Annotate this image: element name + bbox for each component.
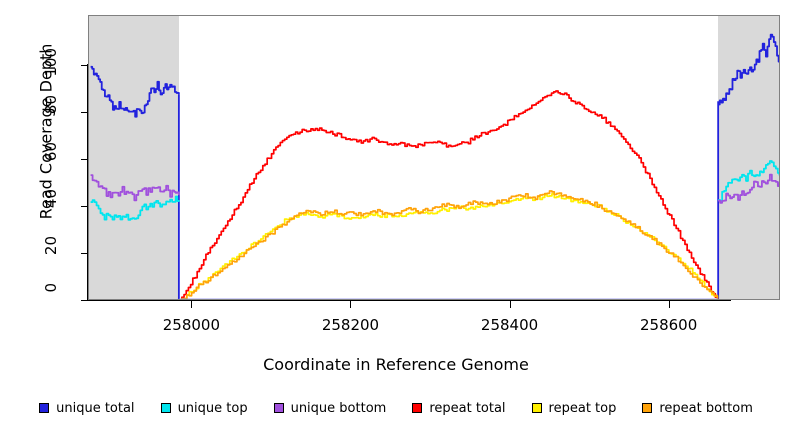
legend-item-unique-bottom[interactable]: unique bottom	[273, 400, 387, 416]
left-flank-unique-region	[89, 16, 179, 299]
x-tick-label: 258600	[640, 316, 698, 334]
legend-item-unique-total[interactable]: unique total	[39, 400, 135, 416]
y-tick-label: 80	[42, 95, 60, 115]
legend-label: unique bottom	[290, 400, 387, 416]
y-tick-label: 60	[42, 142, 60, 162]
y-tick: 60	[34, 142, 68, 167]
plot-area	[88, 15, 780, 300]
legend: unique total unique top unique bottom repea…	[0, 396, 792, 420]
y-tick-label: 0	[42, 283, 60, 293]
x-tick-mark	[509, 301, 511, 308]
y-tick-mark	[81, 159, 88, 160]
series-unique-total	[90, 33, 779, 299]
legend-label: repeat top	[548, 400, 617, 416]
coverage-traces	[90, 33, 779, 299]
x-axis-line	[88, 300, 731, 301]
x-tick-label: 258200	[321, 316, 380, 334]
y-tick: 20	[34, 236, 68, 261]
y-tick-label: 40	[42, 189, 60, 209]
legend-label: unique total	[56, 400, 135, 416]
x-axis-title: Coordinate in Reference Genome	[263, 355, 529, 374]
right-flank-unique-region	[718, 16, 779, 299]
legend-item-repeat-bottom[interactable]: repeat bottom	[642, 401, 753, 416]
x-tick-mark	[350, 301, 352, 308]
legend-swatch-icon	[412, 403, 423, 413]
legend-item-unique-top[interactable]: unique top	[160, 400, 248, 416]
legend-swatch-icon	[531, 403, 542, 413]
y-tick: 40	[34, 189, 68, 214]
x-tick-label: 258400	[480, 316, 539, 334]
y-axis-line	[87, 64, 88, 301]
y-tick-label: 100	[42, 48, 60, 77]
x-tick-mark	[191, 301, 193, 308]
y-tick-label: 20	[42, 236, 60, 256]
legend-swatch-icon	[39, 403, 50, 413]
legend-swatch-icon	[273, 403, 284, 413]
series-unique-top	[90, 160, 779, 221]
legend-label: repeat total	[429, 400, 506, 416]
y-tick-mark	[81, 206, 88, 207]
y-tick-mark	[81, 65, 88, 66]
legend-swatch-icon	[160, 403, 171, 413]
series-unique-bottom	[90, 173, 779, 204]
series-repeat-total	[181, 90, 719, 299]
legend-label: unique top	[177, 400, 248, 416]
legend-swatch-icon	[642, 403, 653, 413]
y-tick: 100	[34, 48, 68, 77]
y-tick: 0	[34, 283, 68, 308]
y-tick-mark	[81, 112, 88, 113]
legend-item-repeat-total[interactable]: repeat total	[412, 400, 506, 416]
legend-item-repeat-top[interactable]: repeat top	[531, 400, 617, 416]
y-tick-mark	[81, 300, 88, 301]
legend-label: repeat bottom	[659, 400, 753, 416]
series-repeat-top	[181, 192, 719, 299]
x-tick-label: 258000	[162, 316, 221, 334]
x-tick-mark	[668, 301, 670, 308]
series-repeat-bottom	[181, 190, 719, 299]
y-tick-mark	[81, 253, 88, 254]
y-tick: 80	[34, 95, 68, 120]
